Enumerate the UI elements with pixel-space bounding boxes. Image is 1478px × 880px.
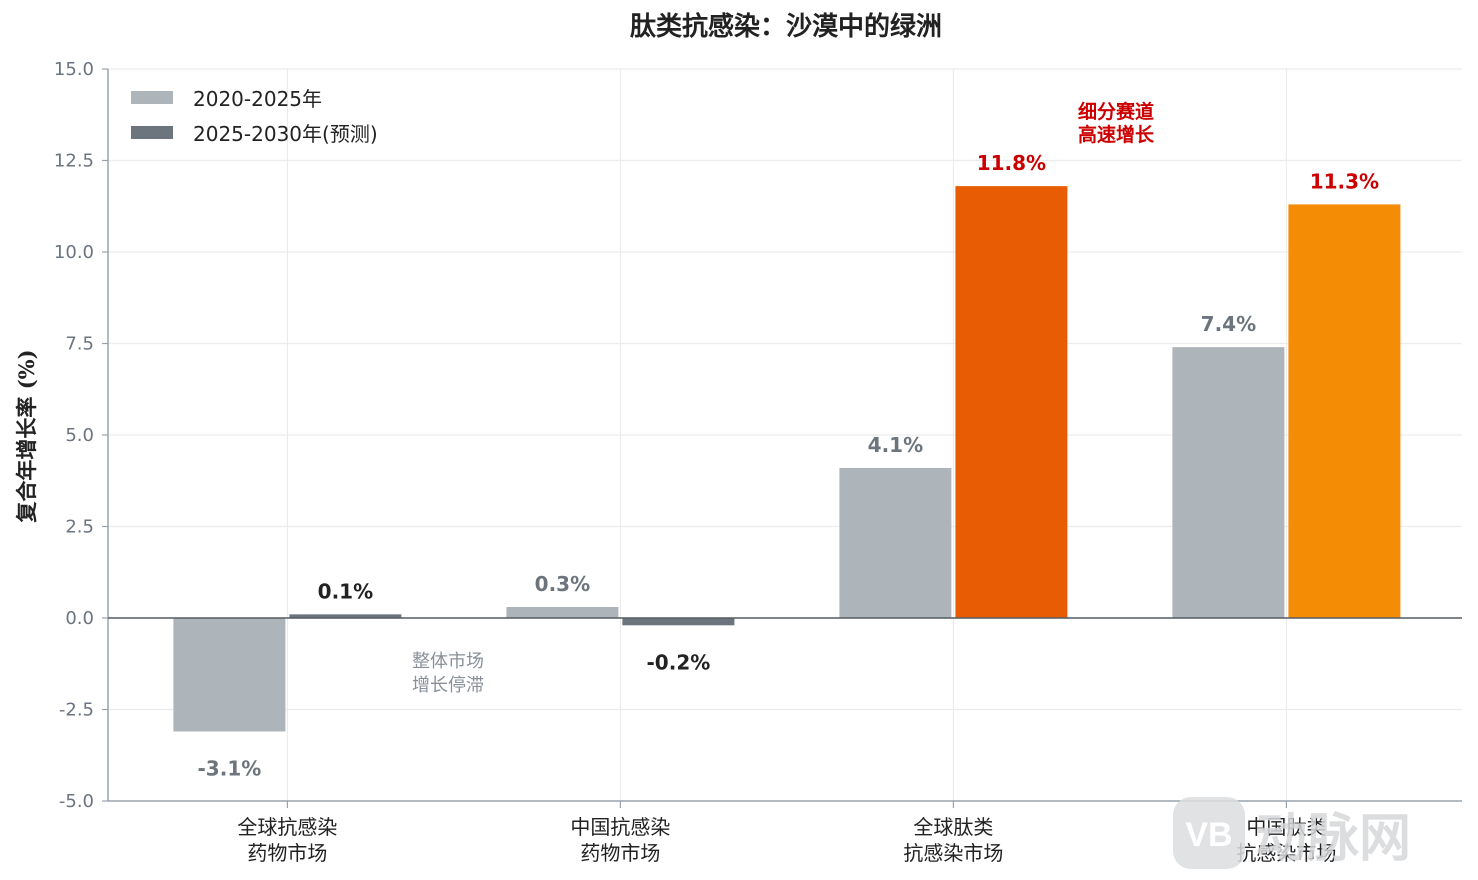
- y-tick-label: 0.0: [65, 608, 94, 629]
- bars: [173, 186, 1401, 732]
- value-label-series-2-cat-4: 11.3%: [1310, 169, 1379, 193]
- bar-series-2-cat-2: [622, 618, 735, 626]
- value-label-series-2-cat-2: -0.2%: [647, 650, 711, 674]
- annotation-high-growth-line-2: 高速增长: [1078, 123, 1155, 146]
- bar-series-1-cat-1: [173, 618, 286, 732]
- annotation-high-growth: 细分赛道 高速增长: [1078, 100, 1155, 146]
- y-axis-label: 复合年增长率 (%): [14, 349, 39, 523]
- y-tick-label: -5.0: [59, 791, 94, 812]
- legend-label-2025-2030: 2025-2030年(预测): [193, 122, 378, 146]
- x-tick-label-cat-2: 中国抗感染: [570, 815, 670, 839]
- x-tick-label-cat-4: 中国肽类: [1246, 815, 1326, 839]
- value-label-series-1-cat-3: 4.1%: [868, 433, 923, 457]
- bar-series-2-cat-4: [1288, 204, 1401, 619]
- value-labels: -3.1% 0.1% 0.3% -0.2% 4.1% 11.8% 7.4% 11.3%: [198, 151, 1380, 780]
- value-label-series-1-cat-1: -3.1%: [198, 756, 262, 780]
- y-tick-label: -2.5: [59, 700, 94, 721]
- legend-label-2020-2025: 2020-2025年: [193, 87, 322, 111]
- annotation-stagnation-line-2: 增长停滞: [412, 675, 484, 696]
- legend-swatch-2020-2025: [131, 91, 173, 104]
- watermark-badge: VB: [1185, 816, 1232, 854]
- value-label-series-2-cat-3: 11.8%: [977, 151, 1046, 175]
- y-tick-label: 15.0: [54, 59, 94, 80]
- y-tick-label: 5.0: [65, 425, 94, 446]
- x-tick-label-cat-2: 药物市场: [580, 841, 660, 865]
- value-label-series-2-cat-1: 0.1%: [318, 579, 373, 603]
- chart-title: 肽类抗感染：沙漠中的绿洲: [630, 11, 942, 42]
- annotation-stagnation: 整体市场 增长停滞: [412, 651, 484, 696]
- x-tick-label-cat-1: 全球抗感染: [237, 815, 337, 839]
- x-tick-label-cat-1: 药物市场: [247, 841, 327, 865]
- x-tick-label-cat-4: 抗感染市场: [1236, 841, 1336, 865]
- bar-series-2-cat-1: [289, 614, 402, 618]
- x-tick-label-cat-3: 全球肽类: [913, 815, 993, 839]
- y-axis-ticks: -5.0 -2.5 0.0 2.5 5.0 7.5 10.0 12.5 15.0: [54, 59, 109, 812]
- bar-series-2-cat-3: [955, 186, 1068, 618]
- annotation-stagnation-line-1: 整体市场: [412, 651, 484, 672]
- bar-series-1-cat-2: [506, 607, 619, 618]
- annotation-high-growth-line-1: 细分赛道: [1078, 100, 1154, 123]
- y-tick-label: 7.5: [65, 334, 94, 355]
- value-label-series-1-cat-4: 7.4%: [1201, 312, 1256, 336]
- legend: 2020-2025年 2025-2030年(预测): [131, 87, 378, 146]
- value-label-series-1-cat-2: 0.3%: [535, 572, 590, 596]
- watermark: VB 动脉网: [1173, 797, 1411, 869]
- x-tick-label-cat-3: 抗感染市场: [903, 841, 1003, 865]
- watermark-logo-icon: [1173, 797, 1245, 869]
- bar-series-1-cat-4: [1172, 347, 1285, 618]
- bar-series-1-cat-3: [839, 467, 952, 618]
- y-tick-label: 10.0: [54, 242, 94, 263]
- watermark-text: 动脉网: [1255, 809, 1411, 869]
- y-tick-label: 12.5: [54, 151, 94, 172]
- y-tick-label: 2.5: [65, 517, 94, 538]
- legend-swatch-2025-2030: [131, 126, 173, 139]
- y-axis-label-text: 复合年增长率 (%): [14, 349, 39, 523]
